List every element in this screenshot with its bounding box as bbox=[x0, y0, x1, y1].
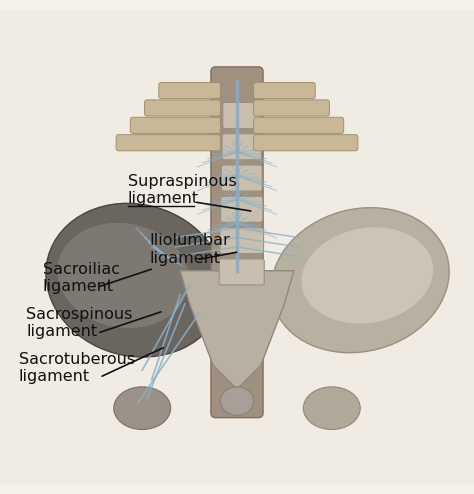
Text: Sacrospinous
ligament: Sacrospinous ligament bbox=[26, 307, 132, 339]
FancyBboxPatch shape bbox=[159, 82, 220, 99]
Ellipse shape bbox=[220, 387, 254, 415]
FancyBboxPatch shape bbox=[254, 117, 344, 133]
Ellipse shape bbox=[114, 387, 171, 429]
Text: Supraspinous
ligament: Supraspinous ligament bbox=[128, 174, 237, 206]
Ellipse shape bbox=[301, 227, 433, 324]
FancyBboxPatch shape bbox=[221, 165, 262, 191]
FancyBboxPatch shape bbox=[219, 259, 264, 285]
FancyBboxPatch shape bbox=[254, 82, 315, 99]
FancyBboxPatch shape bbox=[222, 134, 262, 160]
FancyBboxPatch shape bbox=[130, 117, 220, 133]
FancyBboxPatch shape bbox=[0, 10, 474, 484]
Text: Sacroiliac
ligament: Sacroiliac ligament bbox=[43, 262, 119, 294]
Text: Iliolumbar
ligament: Iliolumbar ligament bbox=[149, 233, 230, 266]
FancyBboxPatch shape bbox=[220, 228, 264, 253]
Polygon shape bbox=[180, 271, 294, 389]
Text: Sacrotuberous
ligament: Sacrotuberous ligament bbox=[19, 352, 135, 384]
Ellipse shape bbox=[57, 223, 189, 328]
FancyBboxPatch shape bbox=[145, 100, 220, 116]
FancyBboxPatch shape bbox=[116, 135, 220, 151]
FancyBboxPatch shape bbox=[254, 100, 329, 116]
FancyBboxPatch shape bbox=[211, 67, 263, 417]
Ellipse shape bbox=[303, 387, 360, 429]
FancyBboxPatch shape bbox=[221, 196, 263, 222]
FancyBboxPatch shape bbox=[223, 102, 261, 128]
Ellipse shape bbox=[46, 204, 224, 357]
FancyBboxPatch shape bbox=[254, 135, 358, 151]
Ellipse shape bbox=[271, 207, 449, 353]
